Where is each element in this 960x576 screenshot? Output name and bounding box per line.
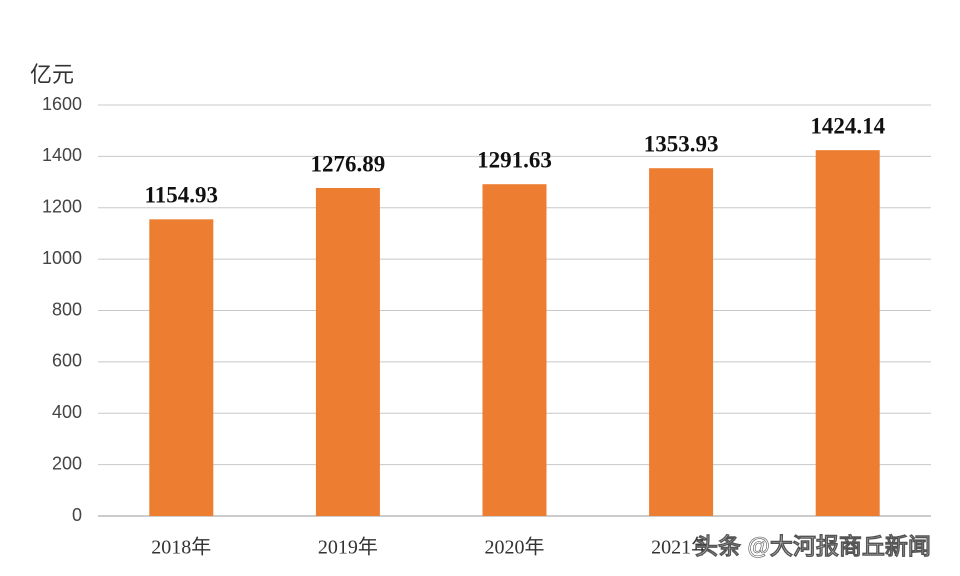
x-tick-label: 2018年 [151,536,211,559]
y-tick-label: 800 [52,299,82,319]
bar [149,219,214,516]
x-tick-label: 2021年 [651,536,711,559]
value-label: 1424.14 [810,113,885,138]
value-label: 1353.93 [644,131,719,156]
y-tick-label: 1200 [42,197,82,217]
x-tick-label: 2020年 [485,536,545,559]
y-tick-label: 200 [52,453,82,473]
value-label: 1154.93 [145,183,218,208]
y-tick-label: 0 [72,505,82,525]
y-axis-label: 亿元 [30,62,74,87]
bar [815,150,880,516]
value-label: 1291.63 [477,147,552,172]
y-tick-label: 400 [52,402,82,422]
y-tick-label: 600 [52,351,82,371]
x-tick-label: 2019年 [318,536,378,559]
y-tick-label: 1600 [42,94,82,114]
value-label: 1276.89 [311,151,386,176]
y-tick-label: 1000 [42,248,82,268]
y-tick-label: 1400 [42,145,82,165]
bar [649,168,714,516]
bar [482,184,547,517]
watermark: 头条 @大河报商丘新闻 [695,533,931,559]
bar [315,187,380,516]
